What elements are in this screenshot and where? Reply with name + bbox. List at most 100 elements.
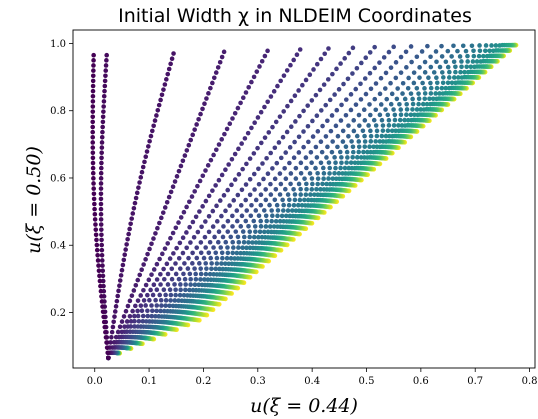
data-point bbox=[366, 123, 371, 128]
data-point bbox=[98, 176, 104, 181]
data-point bbox=[474, 59, 480, 64]
data-point bbox=[327, 165, 333, 171]
data-point bbox=[228, 256, 234, 261]
data-point bbox=[170, 303, 176, 309]
data-point bbox=[101, 319, 107, 325]
data-point bbox=[453, 80, 458, 86]
data-point bbox=[205, 277, 211, 282]
data-point bbox=[285, 192, 291, 197]
data-point bbox=[272, 176, 278, 182]
data-point bbox=[410, 96, 415, 102]
data-point bbox=[149, 272, 154, 277]
data-point bbox=[197, 209, 202, 214]
x-tick-label: 0.1 bbox=[141, 376, 157, 387]
data-point bbox=[283, 176, 289, 182]
data-point bbox=[351, 149, 356, 155]
data-point bbox=[273, 119, 279, 125]
data-point bbox=[247, 234, 253, 240]
data-point bbox=[241, 239, 247, 245]
data-point bbox=[483, 43, 489, 48]
data-point bbox=[458, 69, 463, 75]
data-point bbox=[323, 134, 329, 139]
data-point bbox=[334, 107, 340, 113]
data-point bbox=[382, 86, 388, 91]
data-point bbox=[132, 318, 137, 324]
data-point bbox=[98, 196, 104, 202]
data-point bbox=[465, 69, 471, 75]
data-point bbox=[185, 293, 190, 298]
data-point bbox=[232, 111, 238, 116]
data-point bbox=[90, 99, 96, 104]
data-point bbox=[162, 308, 167, 314]
data-point bbox=[192, 127, 197, 132]
data-point bbox=[406, 75, 411, 81]
data-point bbox=[325, 118, 330, 124]
data-point bbox=[213, 70, 219, 75]
data-point bbox=[235, 256, 241, 261]
data-point bbox=[224, 126, 230, 132]
data-point bbox=[141, 298, 147, 303]
data-point bbox=[113, 304, 119, 309]
data-point bbox=[367, 144, 372, 149]
data-point bbox=[183, 287, 188, 293]
data-point bbox=[421, 107, 427, 112]
data-point bbox=[182, 153, 188, 158]
data-point bbox=[198, 250, 204, 256]
data-point bbox=[335, 144, 340, 150]
data-point bbox=[90, 83, 96, 89]
data-point bbox=[426, 75, 431, 80]
data-point bbox=[459, 75, 465, 80]
data-point bbox=[99, 140, 105, 145]
data-point bbox=[225, 229, 231, 234]
data-point bbox=[96, 268, 102, 274]
data-point bbox=[302, 197, 307, 203]
data-point bbox=[321, 176, 326, 182]
data-point bbox=[104, 58, 109, 63]
data-point bbox=[471, 48, 476, 54]
data-point bbox=[127, 298, 133, 304]
data-point bbox=[372, 96, 378, 102]
data-point bbox=[419, 49, 425, 54]
data-point bbox=[455, 48, 460, 54]
data-point bbox=[339, 160, 344, 166]
y-tick-label: 0.2 bbox=[50, 308, 66, 319]
data-point bbox=[143, 154, 149, 160]
data-point bbox=[161, 266, 166, 272]
data-point bbox=[200, 173, 206, 179]
data-point bbox=[278, 181, 284, 187]
data-point bbox=[292, 139, 297, 145]
data-point bbox=[184, 245, 189, 251]
data-point bbox=[416, 96, 422, 102]
data-point bbox=[447, 69, 452, 75]
data-point bbox=[159, 92, 165, 98]
data-point bbox=[409, 117, 414, 123]
data-point bbox=[220, 234, 226, 240]
data-point bbox=[357, 123, 362, 128]
data-point bbox=[362, 133, 367, 139]
data-point bbox=[184, 204, 189, 210]
data-point bbox=[160, 251, 165, 257]
data-point bbox=[410, 101, 416, 107]
data-point bbox=[173, 225, 179, 231]
data-point bbox=[150, 128, 155, 134]
data-point bbox=[258, 192, 264, 197]
data-point bbox=[305, 197, 311, 203]
data-point bbox=[339, 102, 344, 108]
data-point bbox=[428, 101, 433, 107]
data-point bbox=[226, 162, 231, 167]
data-point bbox=[251, 218, 257, 224]
data-point bbox=[281, 73, 287, 78]
data-point bbox=[394, 96, 400, 102]
data-point bbox=[214, 255, 220, 261]
data-point bbox=[307, 72, 313, 78]
data-point bbox=[145, 292, 150, 298]
data-point bbox=[418, 107, 424, 112]
series-4 bbox=[106, 48, 270, 361]
data-point bbox=[176, 276, 182, 282]
data-point bbox=[368, 139, 374, 144]
data-point bbox=[90, 160, 96, 166]
data-point bbox=[298, 171, 304, 176]
data-point bbox=[100, 114, 106, 120]
data-point bbox=[165, 271, 171, 277]
data-point bbox=[147, 297, 152, 303]
